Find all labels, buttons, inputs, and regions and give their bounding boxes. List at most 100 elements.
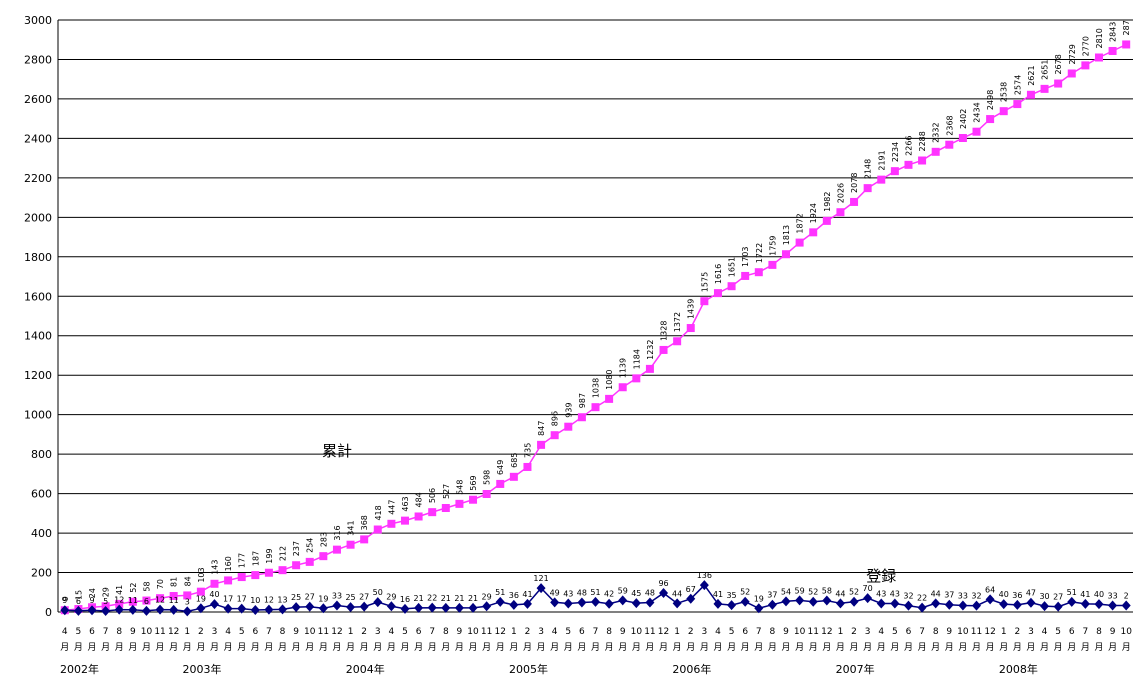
x-tick-label: 7: [266, 627, 272, 637]
cumulative-point: [605, 394, 614, 403]
x-tick-suffix: 月: [332, 642, 341, 653]
cumulative-data-label: 2148: [864, 159, 873, 179]
x-tick-label: 5: [1055, 627, 1061, 637]
x-tick-label: 2: [1014, 627, 1020, 637]
monthly-point: [890, 598, 900, 609]
monthly-data-label: 21: [468, 594, 478, 603]
monthly-data-label: 19: [318, 594, 328, 603]
cumulative-data-label: 316: [333, 525, 342, 540]
x-tick-label: 7: [593, 627, 599, 637]
x-tick-suffix: 月: [74, 642, 83, 653]
x-tick-suffix: 月: [1013, 642, 1022, 653]
cumulative-data-label: 2191: [877, 150, 886, 170]
x-tick-label: 4: [1042, 627, 1048, 637]
monthly-data-label: 33: [1107, 591, 1117, 600]
x-tick-label: 7: [919, 627, 925, 637]
x-tick-suffix: 月: [264, 642, 273, 653]
x-tick-suffix: 月: [550, 642, 559, 653]
cumulative-data-label: 1759: [768, 236, 777, 256]
y-tick-label: 2000: [24, 211, 52, 224]
x-tick-label: 2: [851, 627, 857, 637]
x-tick-suffix: 月: [713, 642, 722, 653]
x-tick-suffix: 月: [1081, 642, 1090, 653]
monthly-point: [659, 588, 669, 599]
monthly-data-label: 41: [1080, 590, 1090, 599]
x-tick-suffix: 月: [577, 642, 586, 653]
x-tick-label: 5: [239, 627, 245, 637]
x-tick-suffix: 月: [183, 642, 192, 653]
cumulative-point: [441, 504, 450, 513]
x-tick-suffix: 月: [60, 642, 69, 653]
monthly-point: [346, 602, 356, 613]
cumulative-data-label: 29: [102, 587, 111, 597]
y-tick-label: 2400: [24, 132, 52, 145]
x-tick-suffix: 月: [537, 642, 546, 653]
cumulative-annotation: 累計: [322, 442, 352, 460]
monthly-data-label: 22: [427, 594, 437, 603]
cumulative-point: [482, 489, 491, 498]
monthly-point: [128, 604, 138, 615]
cumulative-data-label: 2288: [918, 131, 927, 151]
cumulative-data-label: 598: [483, 470, 492, 485]
cumulative-point: [741, 271, 750, 280]
monthly-point: [482, 601, 492, 612]
monthly-data-label: 27: [1053, 593, 1063, 602]
x-tick-suffix: 月: [958, 642, 967, 653]
monthly-point: [1121, 600, 1131, 611]
x-tick-suffix: 月: [346, 642, 355, 653]
x-tick-label: 2: [525, 627, 531, 637]
monthly-data-label: 3: [185, 597, 190, 606]
monthly-annotation: 登録: [866, 567, 896, 585]
x-tick-suffix: 月: [1026, 642, 1035, 653]
cumulative-point: [809, 228, 818, 237]
cumulative-data-label: 2402: [959, 109, 968, 129]
cumulative-point: [591, 403, 600, 412]
cumulative-point: [332, 545, 341, 554]
x-year-label: 2008年: [999, 662, 1038, 676]
monthly-data-label: 12: [114, 596, 124, 605]
cumulative-point: [782, 250, 791, 259]
x-tick-label: 2: [688, 627, 694, 637]
monthly-point: [373, 597, 383, 608]
monthly-data-label: 51: [590, 588, 600, 597]
cumulative-point: [618, 383, 627, 392]
x-tick-suffix: 月: [659, 642, 668, 653]
cumulative-point: [414, 512, 423, 521]
monthly-point: [972, 600, 982, 611]
cumulative-point: [373, 525, 382, 534]
cumulative-data-label: 143: [210, 560, 219, 575]
monthly-data-label: 12: [155, 596, 165, 605]
x-tick-label: 10: [631, 627, 643, 637]
x-tick-label: 3: [1028, 627, 1034, 637]
cumulative-data-label: 569: [469, 475, 478, 490]
x-tick-label: 8: [1096, 627, 1102, 637]
x-tick-label: 5: [892, 627, 898, 637]
cumulative-point: [319, 552, 328, 561]
monthly-data-label: 59: [795, 586, 805, 595]
x-tick-suffix: 月: [115, 642, 124, 653]
monthly-data-label: 2: [1124, 591, 1129, 600]
x-tick-suffix: 月: [822, 642, 831, 653]
cumulative-data-label: 1184: [632, 349, 641, 369]
monthly-data-label: 43: [890, 590, 900, 599]
cumulative-point: [754, 268, 763, 277]
monthly-point: [849, 596, 859, 607]
cumulative-data-label: 283: [319, 532, 328, 547]
cumulative-data-label: 2538: [1000, 82, 1009, 102]
cumulative-point: [278, 566, 287, 575]
x-tick-label: 6: [906, 627, 912, 637]
cumulative-data-label: 1651: [728, 257, 737, 277]
cumulative-point: [305, 557, 314, 566]
monthly-data-label: 32: [971, 592, 981, 601]
monthly-data-label: 41: [522, 590, 532, 599]
cumulative-data-label: 368: [360, 515, 369, 530]
monthly-data-label: 52: [849, 588, 859, 597]
monthly-data-label: 52: [740, 588, 750, 597]
cumulative-point: [577, 413, 586, 422]
monthly-data-label: 30: [1039, 592, 1049, 601]
monthly-data-label: 12: [264, 596, 274, 605]
cumulative-data-label: 527: [442, 484, 451, 499]
x-tick-suffix: 月: [509, 642, 518, 653]
